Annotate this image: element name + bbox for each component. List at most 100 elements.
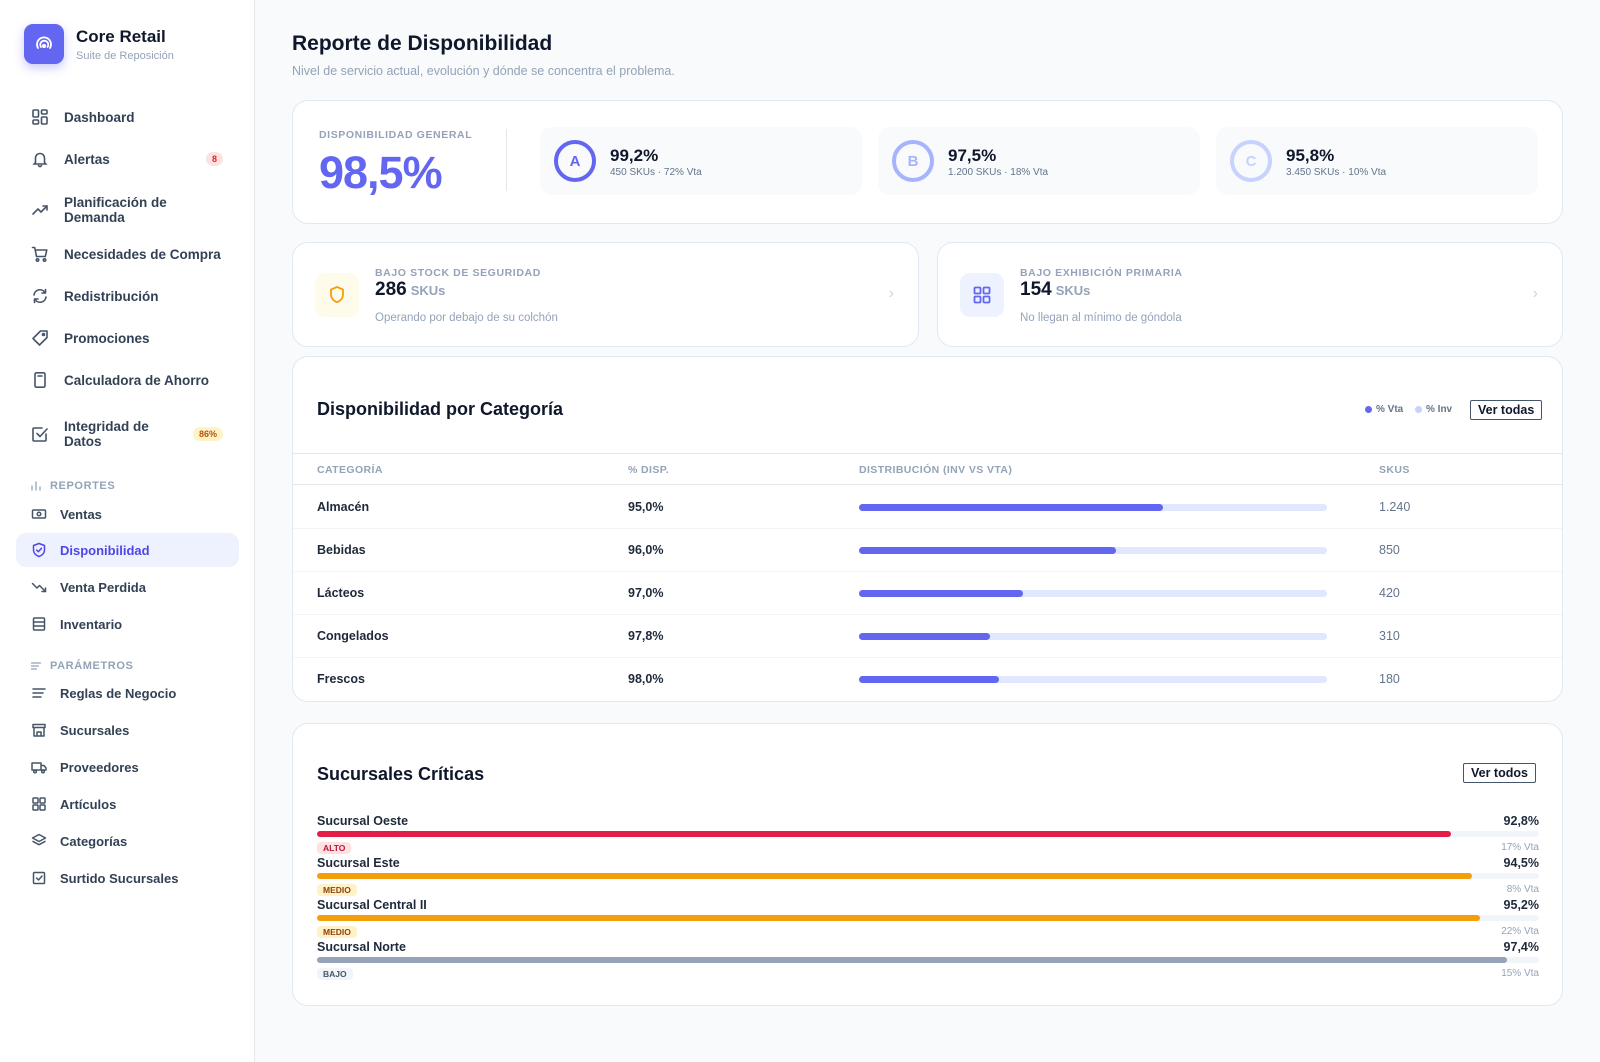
nav-item-venta-perdida[interactable]: Venta Perdida [16,570,239,604]
view-all-categories-button[interactable]: Ver todas [1470,400,1543,420]
class-a-detail: 450 SKUs · 72% Vta [610,167,702,178]
class-a-ring: A [554,140,596,182]
category-availability-card: Disponibilidad por Categoría % Vta % Inv… [292,356,1563,702]
integrity-score-badge: 86% [192,427,223,441]
availability-bar [317,873,1539,879]
branches-card-title: Sucursales Críticas [317,764,485,784]
distribution-bar [859,676,1327,683]
table-row[interactable]: Congelados 97,8% 310 [293,615,1562,658]
nav-item-ventas[interactable]: Ventas [16,497,239,531]
brand-title: Core Retail [76,26,166,46]
alert-description: No llegan al mínimo de góndola [1020,312,1182,324]
class-b-value: 97,5% [948,146,997,165]
class-a-value: 99,2% [610,146,659,165]
alert-description: Operando por debajo de su colchón [375,312,558,324]
distribution-bar [859,633,1327,640]
brand-logo-icon [24,24,64,64]
section-label-reportes: REPORTES [30,480,115,492]
table-header: CATEGORÍA % DISP. DISTRIBUCIÓN (INV VS V… [293,453,1562,485]
nav-item-reglas-negocio[interactable]: Reglas de Negocio [16,676,239,710]
general-availability-card: DISPONIBILIDAD GENERAL 98,5% A 99,2% 450… [292,100,1563,224]
cart-icon [30,244,50,264]
branch-row[interactable]: Sucursal Este 94,5% MEDIO 8% Vta [317,856,1539,896]
risk-badge: MEDIO [317,926,357,938]
nav-item-alertas[interactable]: Alertas 8 [16,148,239,170]
tag-icon [30,328,50,348]
low-primary-display-card[interactable]: BAJO EXHIBICIÓN PRIMARIA 154 SKUs No lleg… [937,242,1563,347]
legend-vta: % Vta [1365,404,1403,415]
table-row[interactable]: Lácteos 97,0% 420 [293,572,1562,615]
critical-branches-card: Sucursales Críticas Ver todos Sucursal O… [292,723,1563,1006]
truck-icon [30,758,48,776]
risk-badge: MEDIO [317,884,357,896]
general-label: DISPONIBILIDAD GENERAL [319,129,473,141]
dashboard-icon [30,107,50,127]
brand-subtitle: Suite de Reposición [76,49,174,62]
availability-bar [317,831,1539,837]
table-row[interactable]: Almacén 95,0% 1.240 [293,486,1562,529]
nav-item-promociones[interactable]: Promociones [16,327,239,349]
shield-icon [315,273,359,317]
legend-inv: % Inv [1415,404,1452,415]
nav-item-planificacion[interactable]: Planificación de Demanda [16,194,239,226]
distribution-bar [859,547,1327,554]
branch-row[interactable]: Sucursal Oeste 92,8% ALTO 17% Vta [317,814,1539,854]
risk-badge: BAJO [317,968,353,980]
nav-item-calculadora-ahorro[interactable]: Calculadora de Ahorro [16,369,239,391]
bell-icon [30,149,50,169]
nav-item-disponibilidad[interactable]: Disponibilidad [16,533,239,567]
alert-label: BAJO EXHIBICIÓN PRIMARIA [1020,267,1183,279]
layers-icon [30,832,48,850]
nav-item-integridad-datos[interactable]: Integridad de Datos 86% [16,418,239,450]
shield-check-icon [30,541,48,559]
class-c-detail: 3.450 SKUs · 10% Vta [1286,167,1387,178]
chevron-right-icon: › [888,285,894,302]
cash-icon [30,505,48,523]
check-square-icon [30,424,50,444]
nav-item-redistribucion[interactable]: Redistribución [16,285,239,307]
distribution-bar [859,590,1327,597]
class-b-ring: B [892,140,934,182]
availability-bar [317,915,1539,921]
list-icon [30,660,42,672]
nav-item-necesidades-compra[interactable]: Necesidades de Compra [16,243,239,265]
trend-up-icon [30,200,50,220]
divider [506,129,507,191]
abc-class-b: B 97,5% 1.200 SKUs · 18% Vta [878,127,1200,195]
class-c-value: 95,8% [1286,146,1335,165]
class-b-detail: 1.200 SKUs · 18% Vta [948,167,1049,178]
nav-item-dashboard[interactable]: Dashboard [16,106,239,128]
trend-down-icon [30,578,48,596]
chevron-right-icon: › [1532,285,1538,302]
branch-row[interactable]: Sucursal Norte 97,4% BAJO 15% Vta [317,940,1539,980]
alert-value: 286 SKUs [375,279,446,300]
class-c-ring: C [1230,140,1272,182]
nav-item-categorias[interactable]: Categorías [16,824,239,858]
risk-badge: ALTO [317,842,352,854]
branch-row[interactable]: Sucursal Central II 95,2% MEDIO 22% Vta [317,898,1539,938]
abc-class-a: A 99,2% 450 SKUs · 72% Vta [540,127,862,195]
nav-item-proveedores[interactable]: Proveedores [16,750,239,784]
legend-dot [1415,406,1422,413]
grid-icon [960,273,1004,317]
general-value: 98,5% [319,147,443,198]
store-icon [30,721,48,739]
nav-item-articulos[interactable]: Artículos [16,787,239,821]
nav-item-inventario[interactable]: Inventario [16,607,239,641]
brand[interactable]: Core Retail Suite de Reposición [24,24,174,64]
view-all-branches-button[interactable]: Ver todos [1463,763,1536,783]
grid-icon [30,795,48,813]
nav-item-sucursales[interactable]: Sucursales [16,713,239,747]
list-icon [30,684,48,702]
category-card-title: Disponibilidad por Categoría [317,399,564,419]
section-label-parametros: PARÁMETROS [30,660,133,672]
table-row[interactable]: Bebidas 96,0% 850 [293,529,1562,572]
checkbox-icon [30,869,48,887]
database-icon [30,615,48,633]
low-safety-stock-card[interactable]: BAJO STOCK DE SEGURIDAD 286 SKUs Operando… [292,242,919,347]
distribution-bar [859,504,1327,511]
nav-item-surtido-sucursales[interactable]: Surtido Sucursales [16,861,239,895]
page-subtitle: Nivel de servicio actual, evolución y dó… [292,64,675,78]
refresh-icon [30,286,50,306]
table-row[interactable]: Frescos 98,0% 180 [317,672,1400,686]
